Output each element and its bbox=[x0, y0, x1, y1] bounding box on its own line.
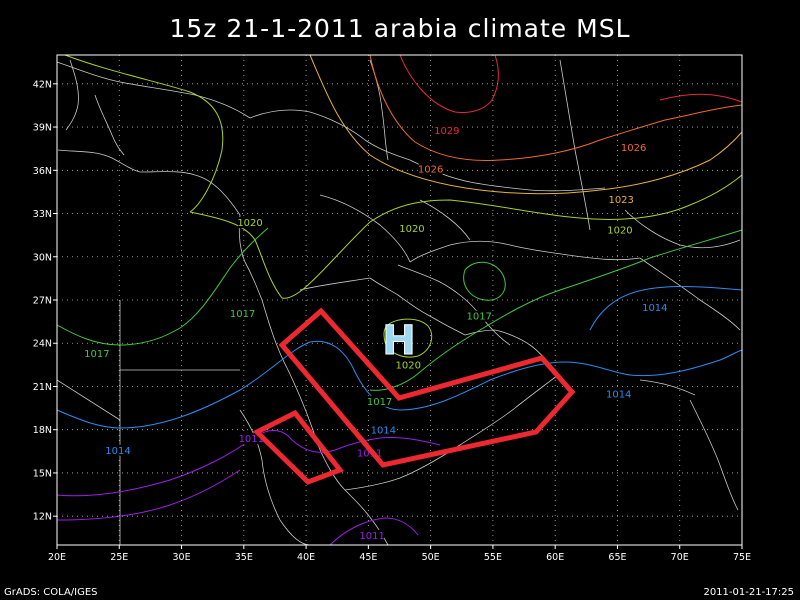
isobar-label: 1017 bbox=[367, 397, 392, 408]
isobar-label: 1029 bbox=[434, 126, 459, 137]
x-tick-label: 40E bbox=[297, 552, 315, 563]
isobar-label: 1014 bbox=[642, 303, 667, 314]
isobar-label-bg bbox=[396, 359, 421, 371]
isobar-label-bg bbox=[434, 124, 459, 136]
isobar-1017-east bbox=[369, 229, 743, 391]
x-tick-label: 55E bbox=[484, 552, 502, 563]
isobar-1017-west bbox=[56, 227, 269, 346]
isobar-label-bg bbox=[467, 310, 492, 322]
isobar-label: 1017 bbox=[466, 312, 491, 323]
y-tick-label: 42N bbox=[33, 79, 52, 90]
isobar-label-bg bbox=[621, 142, 646, 154]
isobar-1029-east bbox=[659, 93, 743, 103]
isobar-1014-east bbox=[589, 285, 743, 331]
isobar-label: 1023 bbox=[608, 195, 633, 206]
y-tick-label: 18N bbox=[33, 425, 52, 436]
isobar-label-bg bbox=[238, 217, 263, 229]
y-tick-label: 39N bbox=[33, 123, 52, 134]
coastline-borders bbox=[56, 59, 741, 546]
lat-lon-grid bbox=[57, 55, 742, 545]
x-tick-label: 75E bbox=[733, 552, 751, 563]
isobar-label-bg bbox=[606, 388, 631, 400]
isobar-label-bg bbox=[642, 302, 667, 314]
x-tick-label: 25E bbox=[110, 552, 128, 563]
y-tick-label: 36N bbox=[33, 166, 52, 177]
x-tick-label: 35E bbox=[235, 552, 253, 563]
isobar-1020-H bbox=[383, 318, 433, 358]
y-tick-label: 15N bbox=[33, 468, 52, 479]
map-frame bbox=[56, 54, 743, 546]
isobar-1029 bbox=[399, 54, 499, 113]
isobar-1023 bbox=[309, 54, 743, 195]
y-tick-label: 12N bbox=[33, 512, 52, 523]
isobar-label: 1020 bbox=[395, 361, 420, 372]
isobar-label: 1014 bbox=[371, 426, 396, 437]
x-tick-label: 30E bbox=[172, 552, 190, 563]
map-title: 15z 21-1-2011 arabia climate MSL bbox=[169, 14, 631, 43]
isobar-labels: 1029 1026 1026 1023 1020 1020 1020 1020 1017 1017… bbox=[84, 124, 668, 542]
y-tick-label: 24N bbox=[33, 339, 52, 350]
isobar-label-bg bbox=[360, 529, 385, 541]
x-tick-label: 60E bbox=[546, 552, 564, 563]
isobar-label: 1026 bbox=[418, 165, 443, 176]
isobar-label-bg bbox=[84, 348, 109, 360]
isobar-label: 1011 bbox=[239, 434, 264, 445]
isobar-1014-west bbox=[56, 340, 631, 429]
isobar-1011-south bbox=[56, 469, 241, 521]
x-axis-labels: 20E 25E 30E 35E 40E 45E 50E 55E 60E 65E 70E 75E bbox=[48, 545, 751, 563]
y-tick-label: 33N bbox=[33, 209, 52, 220]
isobar-label: 1020 bbox=[237, 218, 262, 229]
y-tick-label: 21N bbox=[33, 382, 52, 393]
isobar-label-bg bbox=[230, 307, 255, 319]
isobar-1011 bbox=[56, 430, 441, 497]
isobar-1020-mid bbox=[189, 174, 743, 299]
x-tick-label: 70E bbox=[671, 552, 689, 563]
annotation-box-main bbox=[278, 307, 576, 468]
y-axis-labels: 12N 15N 18N 21N 24N 27N 30N 33N 36N 39N 42N bbox=[33, 79, 57, 523]
isobar-label-bg bbox=[371, 424, 396, 436]
footer-timestamp: 2011-01-21-17:25 bbox=[703, 587, 794, 598]
isobar-label: 1017 bbox=[84, 349, 109, 360]
isobar-1020-north bbox=[64, 54, 224, 213]
isobar-label-bg bbox=[357, 447, 382, 459]
high-pressure-marker: H bbox=[382, 318, 415, 364]
isobar-label-bg bbox=[367, 395, 392, 407]
x-tick-label: 20E bbox=[48, 552, 66, 563]
isobar-contours bbox=[56, 54, 743, 546]
isobar-label-bg bbox=[609, 194, 634, 205]
isobar-label: 1017 bbox=[230, 309, 255, 320]
isobar-1017-gulf bbox=[463, 261, 506, 301]
x-tick-label: 50E bbox=[422, 552, 440, 563]
annotation-boxes bbox=[252, 307, 576, 485]
isobar-label-bg bbox=[607, 224, 632, 236]
x-tick-label: 45E bbox=[359, 552, 377, 563]
isobar-label: 1026 bbox=[621, 143, 646, 154]
x-tick-label: 65E bbox=[608, 552, 626, 563]
isobar-label-bg bbox=[399, 222, 424, 234]
isobar-label: 1020 bbox=[607, 225, 632, 236]
y-tick-label: 27N bbox=[33, 296, 52, 307]
isobar-1026 bbox=[369, 54, 743, 161]
annotation-box-small bbox=[252, 409, 345, 485]
isobar-label: 1014 bbox=[606, 390, 631, 401]
y-tick-label: 30N bbox=[33, 252, 52, 263]
isobar-label-bg bbox=[418, 163, 443, 175]
footer-credit: GrADS: COLA/IGES bbox=[4, 587, 98, 598]
isobar-label: 1014 bbox=[105, 446, 130, 457]
isobar-1014-ocean bbox=[629, 349, 743, 377]
isobar-label-bg bbox=[106, 444, 131, 456]
isobar-label: 1020 bbox=[399, 224, 424, 235]
isobar-label-bg bbox=[239, 433, 264, 445]
isobar-label: 1011 bbox=[359, 531, 384, 542]
isobar-label: 1011 bbox=[357, 449, 382, 460]
isobar-1011-south2 bbox=[329, 517, 419, 546]
